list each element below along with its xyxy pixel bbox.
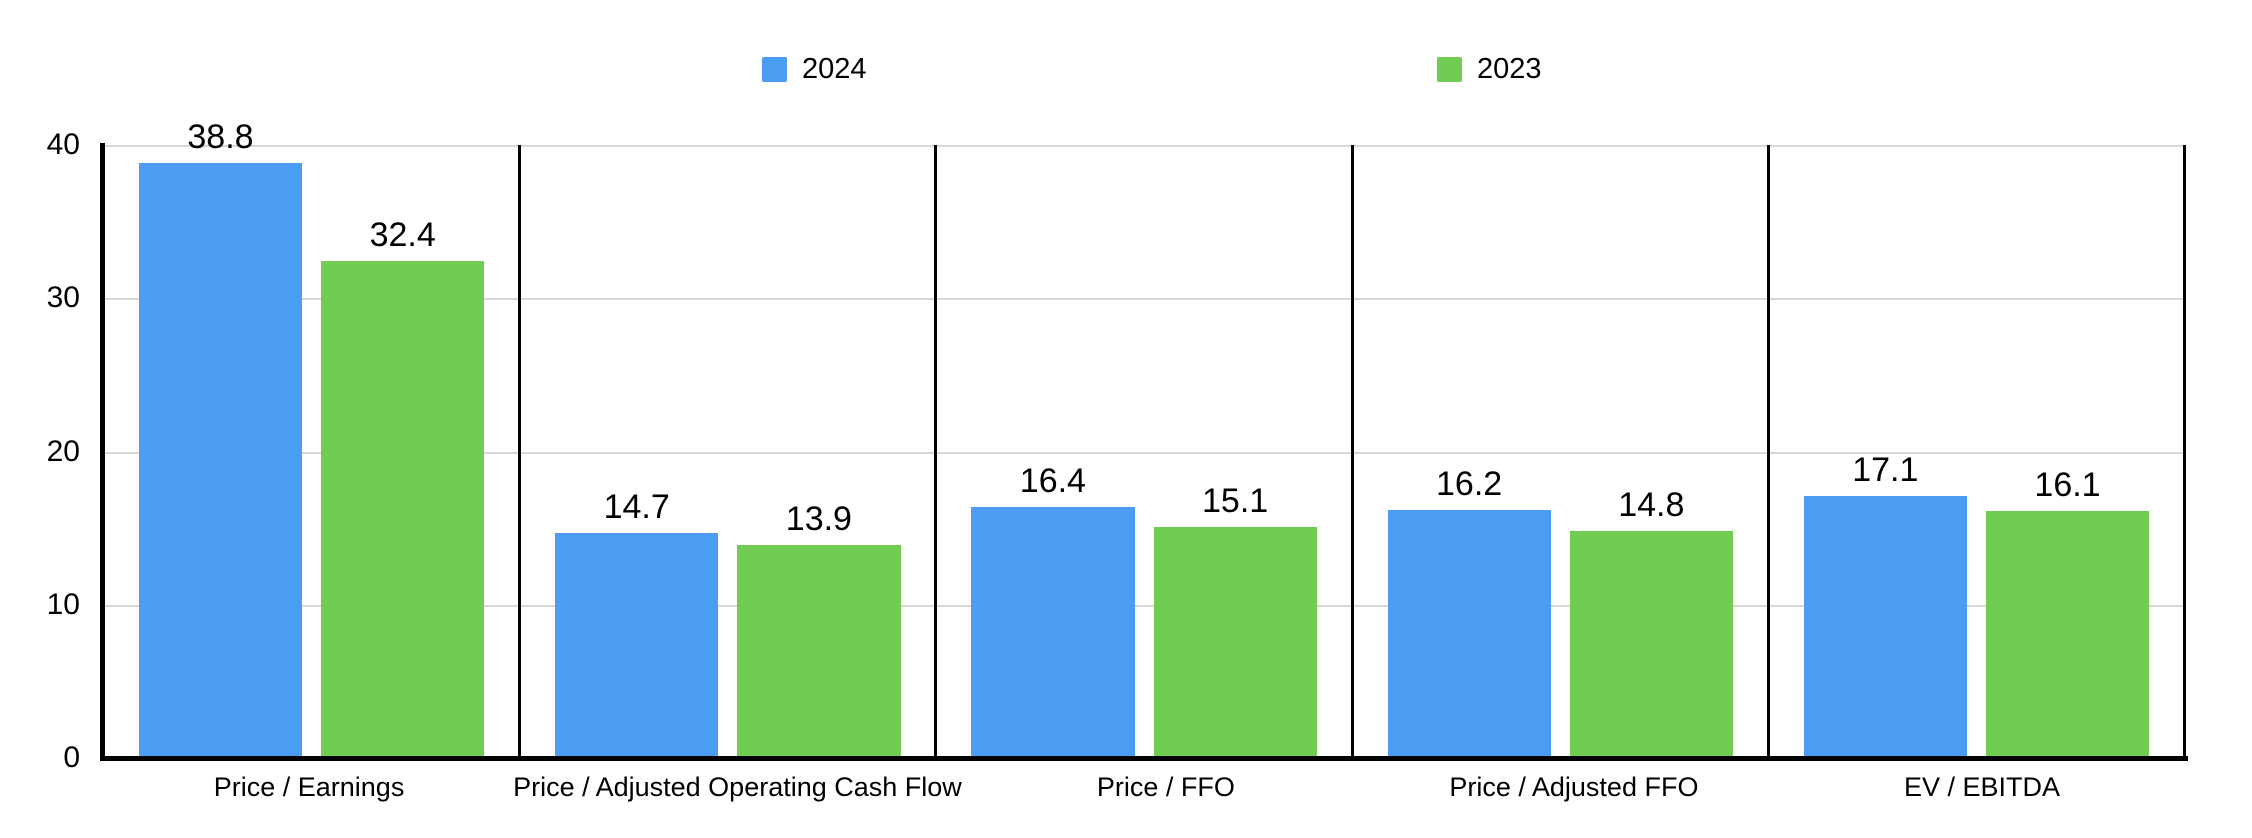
x-axis-line (100, 756, 2188, 761)
panel-price-earnings: 38.8 32.4 (105, 119, 522, 758)
ytick-40: 40 (46, 128, 80, 161)
bar-2024-price-ffo[interactable]: 16.4 (971, 463, 1135, 758)
bar-value-label: 15.1 (1202, 481, 1269, 520)
category-axis: Price / Earnings Price / Adjusted Operat… (105, 770, 2186, 804)
bar-2023-price-ffo[interactable]: 15.1 (1153, 483, 1317, 758)
ytick-30: 30 (46, 281, 80, 314)
y-axis-line (100, 143, 105, 761)
bar-2024-ev-ebitda[interactable]: 17.1 (1803, 452, 1967, 758)
category-label-price-adjusted-ffo: Price / Adjusted FFO (1449, 772, 1699, 802)
bar-value-label: 38.8 (187, 118, 254, 157)
bar-group: 38.8 32.4 (105, 119, 518, 758)
bar-value-label: 14.7 (603, 487, 670, 526)
gridline-20 (105, 451, 2186, 454)
legend-swatch-2023 (1437, 56, 1462, 82)
category-label-ev-ebitda: EV / EBITDA (1903, 772, 2061, 802)
bar-group: 16.4 15.1 (937, 145, 1350, 758)
bar-2024-price-adjusted-operating-cash-flow[interactable]: 14.7 (555, 489, 719, 758)
gridline-30 (105, 298, 2186, 301)
bar-2023-price-earnings[interactable]: 32.4 (321, 217, 485, 758)
legend-label-2024: 2024 (802, 53, 867, 85)
panel-price-ffo: 16.4 15.1 (937, 145, 1354, 758)
bar-2023-price-adjusted-ffo[interactable]: 14.8 (1569, 487, 1733, 758)
bar-2023-ev-ebitda[interactable]: 16.1 (1985, 467, 2150, 758)
legend-swatch-2024 (762, 56, 787, 82)
bar-value-label: 16.1 (2034, 466, 2101, 505)
bar-value-label: 13.9 (785, 499, 852, 538)
gridline-40 (105, 145, 2186, 147)
ytick-20: 20 (46, 435, 80, 468)
bar-2024-price-earnings[interactable]: 38.8 (138, 119, 303, 758)
bar-group: 14.7 13.9 (521, 145, 934, 758)
bar-value-label: 16.4 (1019, 461, 1086, 500)
bar-value-label: 14.8 (1618, 486, 1685, 525)
legend-item-2024[interactable]: 2024 (762, 53, 867, 85)
bar-value-label: 32.4 (369, 216, 436, 255)
ytick-10: 10 (46, 588, 80, 621)
bar-group: 16.2 14.8 (1354, 145, 1767, 758)
panel-price-adjusted-ffo: 16.2 14.8 (1354, 145, 1770, 758)
bar-group: 17.1 16.1 (1770, 145, 2183, 758)
bar-2023-price-adjusted-operating-cash-flow[interactable]: 13.9 (737, 501, 901, 758)
panels: 38.8 32.4 14.7 13.9 (105, 119, 2187, 758)
panel-ev-ebitda: 17.1 16.1 (1770, 145, 2187, 758)
category-label-price-adjusted-operating-cash-flow: Price / Adjusted Operating Cash Flow (513, 772, 962, 802)
legend-item-2023[interactable]: 2023 (1437, 53, 1542, 85)
gridline-10 (105, 604, 2186, 607)
ytick-0: 0 (63, 741, 80, 774)
legend-label-2023: 2023 (1477, 53, 1542, 85)
panel-price-adjusted-operating-cash-flow: 14.7 13.9 (521, 145, 938, 758)
bar-value-label: 17.1 (1852, 450, 1919, 489)
bar-value-label: 16.2 (1436, 464, 1503, 503)
category-label-price-earnings: Price / Earnings (213, 772, 405, 802)
category-label-price-ffo: Price / FFO (1096, 772, 1235, 802)
bar-2024-price-adjusted-ffo[interactable]: 16.2 (1387, 466, 1551, 758)
plot-area: 38.8 32.4 14.7 13.9 (105, 119, 2187, 758)
